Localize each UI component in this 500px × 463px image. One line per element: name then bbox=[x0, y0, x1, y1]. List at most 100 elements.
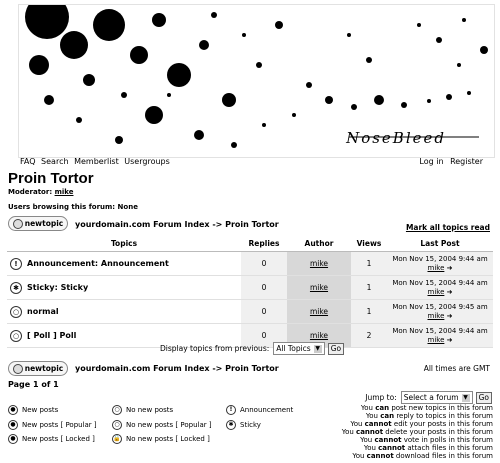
jump-to-value: Select a forum bbox=[404, 393, 459, 402]
last-post-date: Mon Nov 15, 2004 9:44 am bbox=[388, 327, 492, 336]
last-post-user-link[interactable]: mike bbox=[428, 288, 445, 296]
folder-icon: ○ bbox=[10, 306, 22, 318]
top-nav-right: Log in Register bbox=[415, 157, 483, 166]
moderator-link[interactable]: mike bbox=[55, 188, 74, 196]
last-post-cell: Mon Nov 15, 2004 9:44 am mike ➜ bbox=[387, 276, 493, 300]
views-cell: 1 bbox=[351, 252, 387, 276]
legend-label: New posts [ Locked ] bbox=[22, 435, 95, 443]
nav-memberlist-link[interactable]: Memberlist bbox=[74, 157, 119, 166]
replies-cell: 0 bbox=[241, 276, 287, 300]
legend-item: ● New posts bbox=[8, 405, 58, 415]
legend-item: ● New posts [ Locked ] bbox=[8, 434, 95, 444]
legend-label: New posts bbox=[22, 406, 58, 414]
new-posts-icon: ● bbox=[8, 405, 18, 415]
new-topic-button-bottom[interactable]: newtopic bbox=[8, 361, 68, 376]
author-link[interactable]: mike bbox=[287, 300, 351, 324]
topic-title-link[interactable]: Sticky: Sticky bbox=[25, 276, 241, 300]
perm-post: vote in polls in this forum bbox=[404, 436, 493, 444]
perm-post: download files in this forum bbox=[396, 452, 493, 460]
site-logo-text: NoseBleed bbox=[346, 129, 446, 147]
topic-title-link[interactable]: normal bbox=[25, 300, 241, 324]
permission-line: You cannot edit your posts in this forum bbox=[342, 420, 493, 428]
view-latest-post-icon[interactable]: ➜ bbox=[447, 312, 453, 320]
view-latest-post-icon[interactable]: ➜ bbox=[447, 288, 453, 296]
new-posts-locked-icon: ● bbox=[8, 434, 18, 444]
perm-post: reply to topics in this forum bbox=[396, 412, 493, 420]
breadcrumb[interactable]: yourdomain.com Forum Index -> Proin Tort… bbox=[75, 220, 279, 229]
no-new-posts-icon: ○ bbox=[112, 405, 122, 415]
permission-line: You cannot delete your posts in this for… bbox=[342, 428, 493, 436]
replies-cell: 0 bbox=[241, 252, 287, 276]
nav-usergroups-link[interactable]: Usergroups bbox=[124, 157, 170, 166]
new-topic-label: newtopic bbox=[25, 219, 63, 228]
timezone-text: All times are GMT bbox=[424, 364, 490, 373]
perm-verb: can bbox=[375, 404, 389, 412]
last-post-user-link[interactable]: mike bbox=[428, 264, 445, 272]
display-topics-label: Display topics from previous: bbox=[160, 344, 269, 353]
users-browsing-text: Users browsing this forum: None bbox=[8, 203, 138, 211]
sticky-icon: ✱ bbox=[10, 282, 22, 294]
view-latest-post-icon[interactable]: ➜ bbox=[447, 336, 453, 344]
legend-item: ○ No new posts [ Popular ] bbox=[112, 420, 212, 430]
last-post-user-link[interactable]: mike bbox=[428, 336, 445, 344]
replies-cell: 0 bbox=[241, 300, 287, 324]
table-header-row: Topics Replies Author Views Last Post bbox=[7, 235, 493, 252]
perm-pre: You bbox=[352, 452, 364, 460]
sticky-icon: ✱ bbox=[226, 420, 236, 430]
perm-post: post new topics in this forum bbox=[391, 404, 493, 412]
legend-item: ○ No new posts bbox=[112, 405, 173, 415]
legend-item: 🔒 No new posts [ Locked ] bbox=[112, 434, 210, 444]
announcement-icon: ! bbox=[226, 405, 236, 415]
col-header-topics: Topics bbox=[7, 235, 241, 252]
display-topics-go-button[interactable]: Go bbox=[328, 343, 344, 355]
nav-faq-link[interactable]: FAQ bbox=[20, 157, 36, 166]
poll-icon: ○ bbox=[10, 330, 22, 342]
last-post-user-link[interactable]: mike bbox=[428, 312, 445, 320]
chevron-down-icon: ▼ bbox=[462, 394, 470, 402]
perm-post: edit your posts in this forum bbox=[394, 420, 493, 428]
header-banner: NoseBleed bbox=[18, 4, 495, 158]
views-cell: 1 bbox=[351, 276, 387, 300]
permission-line: You can reply to topics in this forum bbox=[342, 412, 493, 420]
perm-verb: cannot bbox=[367, 452, 394, 460]
perm-pre: You bbox=[364, 444, 376, 452]
legend-label: No new posts [ Popular ] bbox=[126, 421, 212, 429]
perm-verb: cannot bbox=[378, 444, 405, 452]
views-cell: 1 bbox=[351, 300, 387, 324]
legend-label: Announcement bbox=[240, 406, 293, 414]
table-row: ✱ Sticky: Sticky 0 mike 1 Mon Nov 15, 20… bbox=[7, 276, 493, 300]
legend-label: New posts [ Popular ] bbox=[22, 421, 97, 429]
jump-go-button[interactable]: Go bbox=[476, 392, 492, 404]
last-post-cell: Mon Nov 15, 2004 9:44 am mike ➜ bbox=[387, 252, 493, 276]
display-topics-select[interactable]: All Topics ▼ bbox=[273, 342, 324, 355]
nav-register-link[interactable]: Register bbox=[450, 157, 483, 166]
view-latest-post-icon[interactable]: ➜ bbox=[447, 264, 453, 272]
legend-item: ● New posts [ Popular ] bbox=[8, 420, 97, 430]
author-link[interactable]: mike bbox=[287, 252, 351, 276]
jump-to-select[interactable]: Select a forum ▼ bbox=[401, 391, 473, 404]
perm-pre: You bbox=[342, 428, 354, 436]
perm-pre: You bbox=[350, 420, 362, 428]
col-header-views: Views bbox=[351, 235, 387, 252]
legend-label: No new posts [ Locked ] bbox=[126, 435, 210, 443]
views-cell: 2 bbox=[351, 324, 387, 348]
perm-verb: can bbox=[380, 412, 394, 420]
perm-pre: You bbox=[361, 404, 373, 412]
perm-verb: cannot bbox=[365, 420, 392, 428]
new-topic-button[interactable]: newtopic bbox=[8, 216, 68, 231]
author-link[interactable]: mike bbox=[287, 276, 351, 300]
page-title[interactable]: Proin Tortor bbox=[8, 170, 94, 187]
breadcrumb-bottom[interactable]: yourdomain.com Forum Index -> Proin Tort… bbox=[75, 364, 279, 373]
nav-login-link[interactable]: Log in bbox=[419, 157, 443, 166]
jump-to-row: Jump to: Select a forum ▼ Go bbox=[365, 391, 492, 404]
perm-post: attach files in this forum bbox=[407, 444, 493, 452]
last-post-cell: Mon Nov 15, 2004 9:44 am mike ➜ bbox=[387, 324, 493, 348]
col-header-last-post: Last Post bbox=[387, 235, 493, 252]
topic-title-link[interactable]: Announcement: Announcement bbox=[25, 252, 241, 276]
table-row: ! Announcement: Announcement 0 mike 1 Mo… bbox=[7, 252, 493, 276]
nav-search-link[interactable]: Search bbox=[41, 157, 68, 166]
new-topic-icon bbox=[13, 364, 23, 374]
legend-item: ✱ Sticky bbox=[226, 420, 261, 430]
mark-all-read-link[interactable]: Mark all topics read bbox=[406, 223, 490, 232]
permission-line: You can post new topics in this forum bbox=[342, 404, 493, 412]
